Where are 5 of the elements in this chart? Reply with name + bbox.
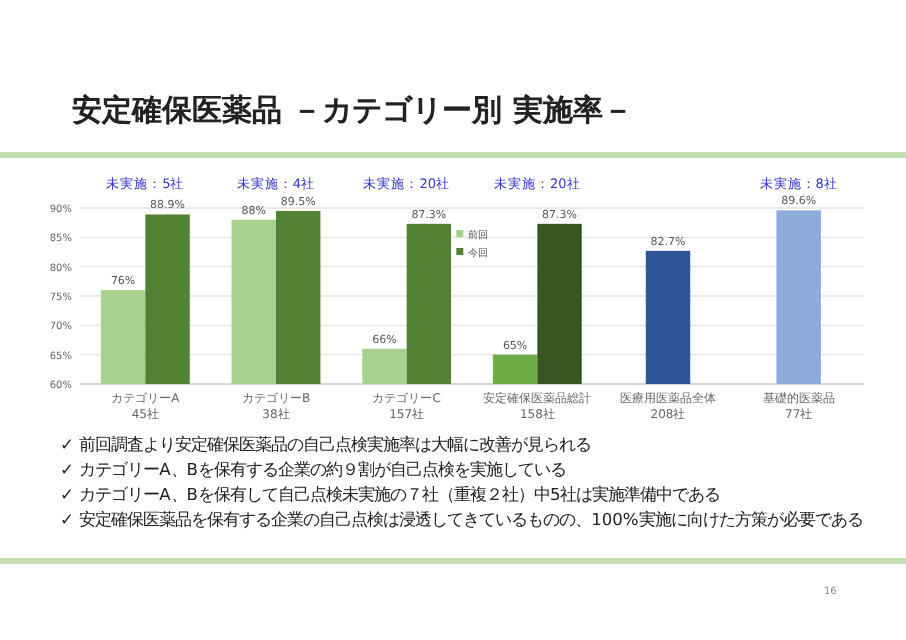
text: ✓ カテゴリーA、Bを保有する企業の約９割が自己点検を実施している: [60, 459, 566, 479]
text: ✓ 前回調査より安定確保医薬品の自己点検実施率は大幅に改善が見られる: [60, 434, 592, 454]
text: ✓ カテゴリーA、Bを保有して自己点検未実施の７社（重複２社）中5社は実施準備中である: [60, 484, 721, 504]
chart-title: 安定確保医薬品 －カテゴリー別 実施率－: [72, 92, 633, 128]
text: ✓ 安定確保医薬品を保有する企業の自己点検は浸透してきているものの、100%実施に向けた方策が必要である: [60, 509, 863, 529]
